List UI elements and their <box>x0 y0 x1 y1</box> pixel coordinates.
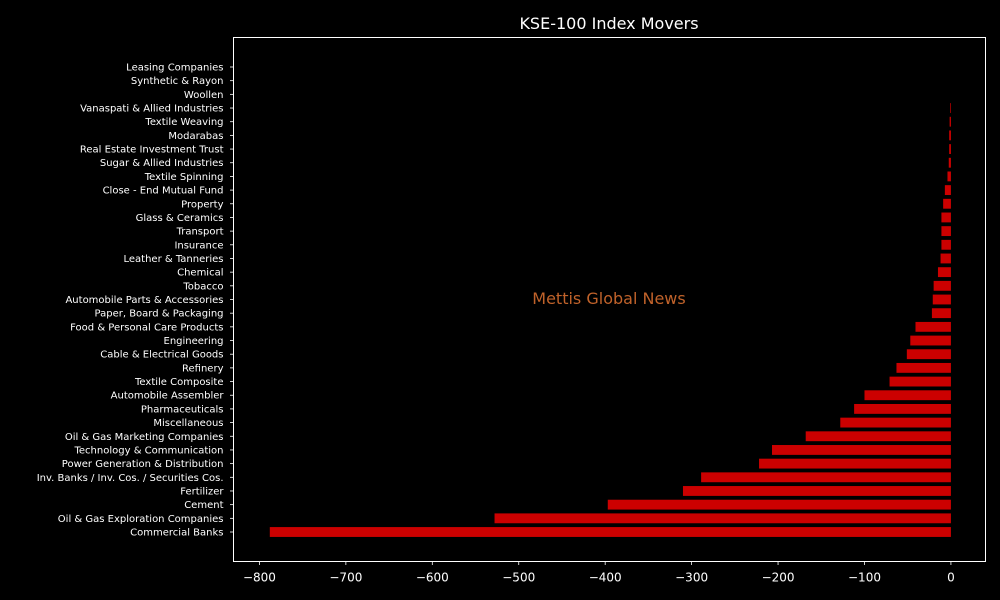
category-label: Technology & Communication <box>74 445 224 456</box>
bar-9 <box>854 403 951 414</box>
category-label: Food & Personal Care Products <box>70 322 223 333</box>
bar-1 <box>494 513 951 524</box>
bar-22 <box>941 226 951 237</box>
bar-13 <box>906 349 951 360</box>
watermark-text: Mettis Global News <box>532 289 685 308</box>
category-label: Cable & Electrical Goods <box>100 350 223 361</box>
x-tick-label: −600 <box>416 571 449 585</box>
x-tick-label: −800 <box>243 571 276 585</box>
x-axis-ticks: −800 −700 −600 −500 −400 −300 −200 −100 0 <box>243 561 955 585</box>
category-label: Synthetic & Rayon <box>131 76 224 87</box>
category-label: Textile Composite <box>134 377 223 388</box>
category-label: Textile Spinning <box>144 172 224 183</box>
x-tick-label: −100 <box>848 571 881 585</box>
category-label: Fertilizer <box>180 486 224 497</box>
category-label: Insurance <box>174 240 223 251</box>
category-label: Engineering <box>164 336 224 347</box>
bar-15 <box>915 321 951 332</box>
bar-2 <box>607 499 951 510</box>
bar-4 <box>701 472 951 483</box>
category-label: Leather & Tanneries <box>123 254 223 265</box>
category-labels: Commercial Banks Oil & Gas Exploration Co… <box>37 63 234 539</box>
category-label: Commercial Banks <box>130 528 223 539</box>
bar-31 <box>950 103 951 113</box>
category-label: Automobile Parts & Accessories <box>65 295 223 306</box>
category-label: Refinery <box>182 363 224 374</box>
bar-12 <box>896 362 951 373</box>
category-label: Cement <box>184 500 223 511</box>
category-label: Inv. Banks / Inv. Cos. / Securities Cos. <box>37 473 224 484</box>
bar-30 <box>949 116 951 127</box>
x-tick-label: −200 <box>762 571 795 585</box>
category-label: Chemical <box>177 268 223 279</box>
category-label: Woollen <box>184 90 224 101</box>
category-label: Leasing Companies <box>126 63 223 74</box>
bar-10 <box>864 390 951 401</box>
bar-17 <box>932 294 951 305</box>
bar-25 <box>944 185 951 196</box>
bar-18 <box>933 280 951 291</box>
x-tick-label: 0 <box>947 571 955 585</box>
x-tick-label: −700 <box>329 571 362 585</box>
category-label: Glass & Ceramics <box>136 213 224 224</box>
category-label: Tobacco <box>182 281 223 292</box>
category-label: Textile Weaving <box>144 117 223 128</box>
category-label: Oil & Gas Marketing Companies <box>65 432 224 443</box>
x-tick-label: −400 <box>589 571 622 585</box>
bars-layer <box>269 103 951 537</box>
category-label: Paper, Board & Packaging <box>95 309 224 320</box>
bar-7 <box>805 431 951 442</box>
bar-28 <box>949 144 951 154</box>
bar-16 <box>931 308 951 319</box>
category-label: Modarabas <box>168 131 223 142</box>
bar-20 <box>940 253 951 264</box>
category-label: Sugar & Allied Industries <box>100 158 224 169</box>
chart-title: KSE-100 Index Movers <box>519 14 698 33</box>
bar-23 <box>941 212 951 223</box>
x-tick-label: −300 <box>675 571 708 585</box>
bar-11 <box>889 376 951 387</box>
bar-29 <box>949 130 951 141</box>
bar-14 <box>910 335 951 346</box>
bar-5 <box>759 458 951 469</box>
category-label: Miscellaneous <box>153 418 223 429</box>
bar-21 <box>941 239 951 250</box>
category-label: Automobile Assembler <box>111 391 225 402</box>
category-label: Property <box>181 199 223 210</box>
category-label: Close - End Mutual Fund <box>103 186 224 197</box>
bar-26 <box>947 171 951 182</box>
bar-24 <box>943 198 951 209</box>
category-label: Oil & Gas Exploration Companies <box>58 514 224 525</box>
bar-0 <box>269 527 951 537</box>
category-label: Real Estate Investment Trust <box>80 145 224 156</box>
category-label: Transport <box>176 227 224 238</box>
bar-19 <box>937 267 951 278</box>
x-tick-label: −500 <box>502 571 535 585</box>
category-label: Power Generation & Distribution <box>62 459 224 470</box>
category-label: Pharmaceuticals <box>141 404 224 415</box>
bar-3 <box>682 486 951 496</box>
bar-8 <box>840 417 951 428</box>
plot-frame <box>233 37 986 562</box>
bar-27 <box>948 157 951 168</box>
category-label: Vanaspati & Allied Industries <box>80 104 223 115</box>
bar-6 <box>772 445 951 455</box>
